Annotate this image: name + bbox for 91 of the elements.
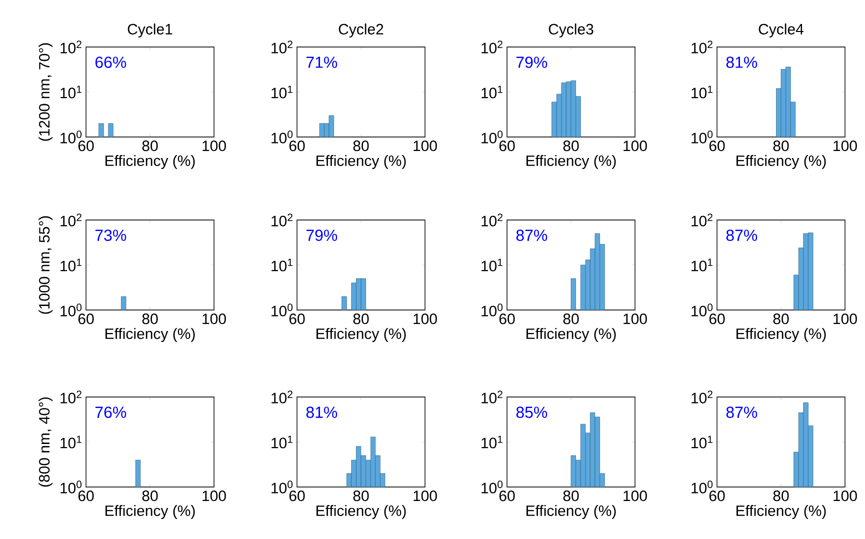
- y-tick-label: 10$^{1}$: [272, 86, 292, 98]
- annotation: 71%: [306, 56, 338, 68]
- x-tick-label: 100: [624, 140, 647, 152]
- x-tick-label: 60: [499, 314, 515, 324]
- x-tick-label: 80: [773, 314, 789, 324]
- y-tick-label: 10$^{2}$: [692, 214, 712, 226]
- x-axis-title: Efficiency (%): [316, 505, 406, 519]
- annotation: 87%: [726, 406, 758, 418]
- y-tick-label: 10$^{2}$: [482, 390, 502, 404]
- annotation: 79%: [306, 230, 338, 241]
- y-tick-label: 10$^{1}$: [482, 436, 502, 448]
- x-tick-label: 60: [78, 490, 94, 502]
- y-tick-label: 10$^{2}$: [272, 390, 292, 404]
- x-tick-label: 100: [624, 490, 647, 502]
- annotation: 81%: [726, 56, 758, 68]
- x-tick-label: 100: [414, 490, 437, 502]
- y-tick-label: 10$^{2}$: [272, 214, 292, 226]
- x-tick-label: 80: [563, 314, 579, 324]
- chart-title: Cycle1: [128, 23, 172, 38]
- x-axis-title: Efficiency (%): [316, 328, 406, 342]
- x-tick-label: 60: [289, 314, 305, 324]
- x-axis-title: Efficiency (%): [106, 505, 195, 519]
- x-tick-label: 100: [202, 490, 226, 502]
- y-tick-label: 10$^{2}$: [272, 40, 292, 54]
- x-axis-title: Efficiency (%): [736, 328, 826, 342]
- y-tick-label: 10$^{1}$: [60, 258, 82, 272]
- y-tick-label: 10$^{2}$: [60, 40, 82, 54]
- x-tick-label: 80: [773, 140, 789, 152]
- x-tick-label: 60: [289, 490, 305, 502]
- x-tick-label: 80: [353, 140, 369, 152]
- x-tick-label: 80: [142, 314, 158, 324]
- x-tick-label: 100: [202, 140, 226, 152]
- x-axis-title: Efficiency (%): [106, 328, 195, 342]
- x-tick-label: 80: [353, 490, 369, 502]
- y-tick-label: 10$^{1}$: [272, 258, 292, 272]
- annotation: 73%: [95, 230, 126, 241]
- annotation: 76%: [95, 406, 126, 418]
- x-axis-title: Efficiency (%): [526, 328, 616, 342]
- x-axis-title: Efficiency (%): [526, 505, 616, 519]
- x-tick-label: 60: [499, 490, 515, 502]
- y-tick-label: 10$^{2}$: [482, 40, 502, 54]
- chart-title: Cycle3: [548, 23, 594, 38]
- y-axis-title: (800 nm, 40°): [38, 397, 53, 487]
- x-tick-label: 60: [709, 140, 725, 152]
- chart-title: Cycle4: [758, 23, 804, 38]
- x-tick-label: 100: [414, 314, 437, 324]
- x-axis-title: Efficiency (%): [106, 155, 195, 169]
- x-axis-title: Efficiency (%): [736, 505, 826, 519]
- annotation: 66%: [95, 56, 126, 68]
- y-axis-title: (1200 nm, 70°): [38, 43, 53, 141]
- y-tick-label: 10$^{1}$: [692, 86, 712, 98]
- x-tick-label: 100: [834, 314, 857, 324]
- x-axis-title: Efficiency (%): [736, 155, 826, 169]
- y-tick-label: 10$^{2}$: [482, 214, 502, 226]
- annotation: 81%: [306, 406, 338, 418]
- x-tick-label: 100: [414, 140, 437, 152]
- y-tick-label: 10$^{1}$: [482, 258, 502, 272]
- y-axis-title: (1000 nm, 55°): [38, 216, 53, 314]
- x-tick-label: 80: [773, 490, 789, 502]
- x-axis-title: Efficiency (%): [316, 155, 406, 169]
- annotation: 87%: [726, 230, 758, 241]
- y-tick-label: 10$^{2}$: [692, 390, 712, 404]
- x-tick-label: 60: [78, 314, 94, 324]
- chart-title: Cycle2: [338, 23, 384, 38]
- x-tick-label: 60: [499, 140, 515, 152]
- annotation: 79%: [516, 56, 548, 68]
- y-tick-label: 10$^{1}$: [692, 436, 712, 448]
- annotation: 87%: [516, 230, 548, 241]
- x-tick-label: 80: [142, 490, 158, 502]
- y-tick-label: 10$^{1}$: [692, 258, 712, 272]
- x-tick-label: 60: [709, 314, 725, 324]
- x-tick-label: 100: [834, 140, 857, 152]
- y-tick-label: 10$^{2}$: [692, 40, 712, 54]
- y-tick-label: 10$^{2}$: [60, 390, 82, 404]
- x-tick-label: 60: [709, 490, 725, 502]
- y-tick-label: 10$^{1}$: [60, 86, 82, 98]
- x-tick-label: 80: [563, 490, 579, 502]
- x-tick-label: 100: [624, 314, 647, 324]
- x-tick-label: 100: [834, 490, 857, 502]
- annotation: 85%: [516, 406, 548, 418]
- x-tick-label: 80: [563, 140, 579, 152]
- x-tick-label: 100: [202, 314, 226, 324]
- x-tick-label: 60: [78, 140, 94, 152]
- y-tick-label: 10$^{2}$: [60, 214, 82, 226]
- x-tick-label: 80: [353, 314, 369, 324]
- x-axis-title: Efficiency (%): [526, 155, 616, 169]
- y-tick-label: 10$^{1}$: [60, 436, 82, 448]
- y-tick-label: 10$^{1}$: [482, 86, 502, 98]
- x-tick-label: 60: [289, 140, 305, 152]
- y-tick-label: 10$^{1}$: [272, 436, 292, 448]
- x-tick-label: 80: [142, 140, 158, 152]
